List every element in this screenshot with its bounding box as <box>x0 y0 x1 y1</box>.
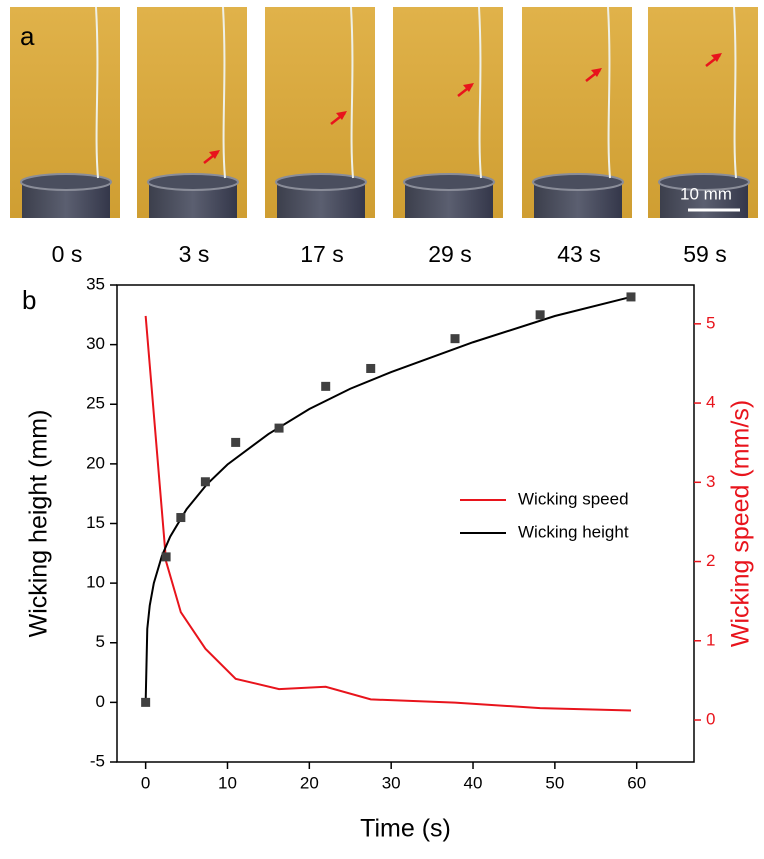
legend-label: Wicking height <box>518 522 629 541</box>
fiber <box>95 6 99 179</box>
data-point <box>321 381 331 391</box>
y-tick-label: 10 <box>86 573 105 592</box>
scale-bar-label: 10 mm <box>680 184 732 203</box>
data-point <box>231 437 241 447</box>
data-point <box>366 363 376 373</box>
x-tick-label: 50 <box>545 773 564 792</box>
legend-label: Wicking speed <box>518 489 629 508</box>
fiber <box>733 6 737 179</box>
y2-axis-title: Wicking speed (mm/s) <box>727 400 755 647</box>
y-axis-title: Wicking height (mm) <box>25 410 53 638</box>
y2-tick-label: 5 <box>706 313 715 332</box>
y-tick-label: -5 <box>90 751 105 770</box>
arrow-head <box>591 68 602 77</box>
x-tick-label: 10 <box>218 773 237 792</box>
y-tick-label: 30 <box>86 334 105 353</box>
y-tick-label: 5 <box>96 632 105 651</box>
photo-strip <box>10 6 758 218</box>
y2-tick-label: 0 <box>706 709 715 728</box>
beaker-rim <box>20 173 112 191</box>
fiber <box>350 6 354 179</box>
time-label: 59 s <box>683 241 726 267</box>
beaker-rim <box>275 173 367 191</box>
beaker-rim <box>658 173 750 191</box>
data-point <box>161 552 171 562</box>
series-line <box>144 315 632 712</box>
beaker-rim <box>147 173 239 191</box>
beaker-rim <box>403 173 495 191</box>
data-point <box>535 310 545 320</box>
arrow-head <box>209 150 220 159</box>
time-label: 0 s <box>52 241 83 267</box>
x-tick-label: 20 <box>300 773 319 792</box>
arrow-head <box>711 53 722 62</box>
x-axis-title: Time (s) <box>360 815 451 843</box>
y-tick-label: 0 <box>96 692 105 711</box>
data-point <box>274 423 284 433</box>
x-tick-label: 0 <box>141 773 150 792</box>
arrow-head <box>336 111 347 120</box>
data-point <box>141 697 151 707</box>
arrow-head <box>463 83 474 92</box>
x-tick-label: 40 <box>464 773 483 792</box>
y2-tick-label: 1 <box>706 630 715 649</box>
x-tick-label: 60 <box>627 773 646 792</box>
data-point <box>450 334 460 344</box>
y-tick-label: 35 <box>86 274 105 293</box>
y2-tick-label: 4 <box>706 393 715 412</box>
fiber <box>222 6 226 179</box>
y-tick-label: 15 <box>86 513 105 532</box>
series-line <box>144 295 632 703</box>
data-point <box>176 513 186 523</box>
y2-tick-label: 3 <box>706 472 715 491</box>
fiber <box>478 6 482 179</box>
data-point <box>626 292 636 302</box>
fiber <box>607 6 611 179</box>
time-label: 43 s <box>557 241 600 267</box>
y-tick-label: 25 <box>86 394 105 413</box>
beaker-rim <box>532 173 624 191</box>
y2-tick-label: 2 <box>706 551 715 570</box>
time-label: 3 s <box>179 241 210 267</box>
y-tick-label: 20 <box>86 453 105 472</box>
panel-label: a <box>20 21 35 51</box>
data-point <box>200 477 210 487</box>
x-tick-label: 30 <box>382 773 401 792</box>
time-label: 29 s <box>428 241 471 267</box>
time-label: 17 s <box>300 241 343 267</box>
panel-label: b <box>22 285 36 315</box>
